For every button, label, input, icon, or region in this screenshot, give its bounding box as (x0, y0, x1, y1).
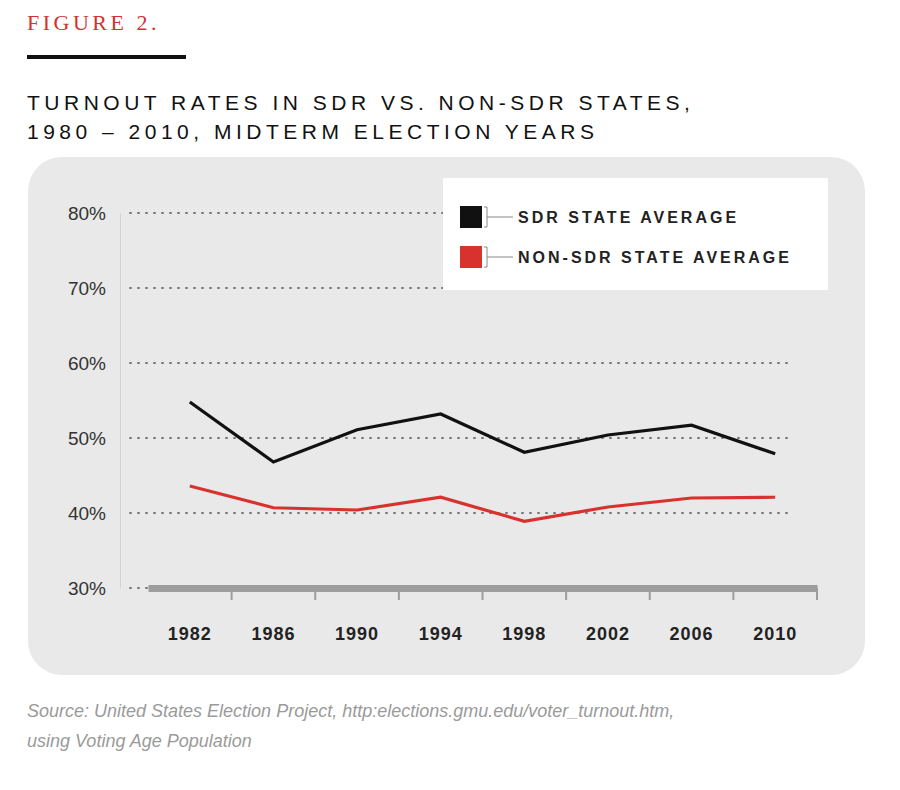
x-axis: 1982 1986 1990 1994 1998 2002 2006 2010 (149, 588, 818, 644)
x-tick-label: 1990 (335, 624, 379, 644)
y-tick-label: 70% (68, 278, 106, 299)
grid-line (130, 362, 790, 364)
x-band-divider (732, 588, 734, 600)
legend-box (443, 178, 828, 290)
series-line (190, 486, 775, 521)
x-band-divider (398, 588, 400, 600)
title: TURNOUT RATES IN SDR VS. NON-SDR STATES, (27, 91, 694, 114)
legend-connector (484, 247, 513, 267)
title: 1980 – 2010, MIDTERM ELECTION YEARS (27, 120, 598, 143)
y-tick-label: 60% (68, 353, 106, 374)
legend-connector (484, 207, 513, 227)
x-tick: 2006 (670, 588, 714, 644)
x-band-divider (816, 588, 818, 600)
y-tick-label: 50% (68, 428, 106, 449)
y-tick: 60% (68, 353, 120, 374)
figure-label-rule (27, 55, 186, 59)
x-tick-label: 2006 (670, 624, 714, 644)
y-tick: 40% (68, 503, 120, 524)
legend: SDR STATE AVERAGE NON-SDR STATE AVERAGE (443, 178, 828, 290)
x-tick: 2002 (586, 588, 630, 644)
legend-swatch (460, 246, 482, 268)
y-tick: 50% (68, 428, 120, 449)
series-line (190, 402, 775, 462)
grid-line (130, 512, 790, 514)
y-tick: 30% (68, 578, 120, 599)
chart-svg: FIGURE 2. TURNOUT RATES IN SDR VS. NON-SD… (0, 0, 900, 790)
x-band-divider (482, 588, 484, 600)
source-note: using Voting Age Population (27, 731, 252, 751)
y-axis: 30% 40% 50% 60% 70% 80% (68, 203, 121, 599)
legend-label: NON-SDR STATE AVERAGE (518, 249, 792, 266)
plot-panel (28, 157, 865, 675)
lines (190, 402, 775, 521)
legend-swatch (460, 206, 482, 228)
x-tick: 1986 (251, 588, 295, 644)
x-tick-label: 1994 (419, 624, 463, 644)
x-tick: 1990 (335, 588, 379, 644)
y-tick-label: 30% (68, 578, 106, 599)
x-tick-label: 2010 (753, 624, 797, 644)
grid-line (130, 437, 790, 439)
x-band-divider (565, 588, 567, 600)
x-band-divider (231, 588, 233, 600)
x-tick-label: 1998 (502, 624, 546, 644)
x-tick-label: 2002 (586, 624, 630, 644)
x-tick: 2010 (753, 588, 797, 644)
x-tick: 1994 (419, 588, 463, 644)
y-tick: 70% (68, 278, 120, 299)
legend-label: SDR STATE AVERAGE (518, 209, 739, 226)
y-tick-label: 40% (68, 503, 106, 524)
y-tick: 80% (68, 203, 120, 224)
source-note: Source: United States Election Project, … (27, 701, 674, 721)
y-tick-label: 80% (68, 203, 106, 224)
x-tick: 1982 (168, 588, 212, 644)
x-tick-label: 1982 (168, 624, 212, 644)
x-tick: 1998 (502, 588, 546, 644)
x-band-divider (649, 588, 651, 600)
x-tick-label: 1986 (251, 624, 295, 644)
x-band-divider (314, 588, 316, 600)
y-axis-line (120, 214, 121, 589)
figure-label: FIGURE 2. (27, 10, 160, 35)
